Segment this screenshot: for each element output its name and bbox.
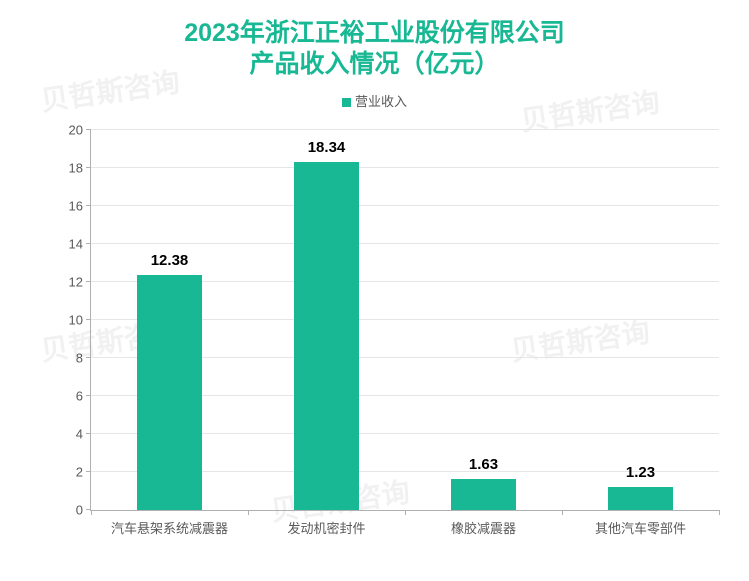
ytick-label: 12: [69, 275, 91, 290]
xtick-mark: [91, 510, 92, 515]
ytick-label: 4: [76, 427, 91, 442]
xtick-mark: [405, 510, 406, 515]
xtick-label: 橡胶减震器: [451, 518, 516, 537]
ytick-label: 10: [69, 313, 91, 328]
chart-title-line1: 2023年浙江正裕工业股份有限公司: [0, 18, 749, 49]
bar: 1.63: [451, 479, 517, 510]
ytick-label: 2: [76, 465, 91, 480]
ytick-label: 18: [69, 161, 91, 176]
chart-area: 0246810121416182012.38汽车悬架系统减震器18.34发动机密…: [60, 130, 719, 531]
xtick-label: 发动机密封件: [287, 518, 365, 537]
chart-title-line2: 产品收入情况（亿元）: [0, 49, 749, 80]
ytick-label: 0: [76, 503, 91, 518]
legend-label: 营业收入: [355, 94, 407, 109]
bar-value-label: 18.34: [308, 139, 346, 156]
xtick-mark: [562, 510, 563, 515]
ytick-label: 8: [76, 351, 91, 366]
gridline: [91, 243, 719, 244]
bar-value-label: 1.63: [469, 456, 498, 473]
legend-swatch: [342, 98, 351, 107]
gridline: [91, 205, 719, 206]
ytick-label: 14: [69, 237, 91, 252]
ytick-label: 20: [69, 123, 91, 138]
bar-value-label: 1.23: [626, 464, 655, 481]
gridline: [91, 129, 719, 130]
chart-title: 2023年浙江正裕工业股份有限公司 产品收入情况（亿元）: [0, 0, 749, 81]
xtick-mark: [719, 510, 720, 515]
xtick-label: 汽车悬架系统减震器: [111, 518, 228, 537]
xtick-mark: [248, 510, 249, 515]
bar-value-label: 12.38: [151, 252, 189, 269]
bar: 12.38: [137, 275, 203, 510]
chart-legend: 营业收入: [0, 91, 749, 110]
ytick-label: 16: [69, 199, 91, 214]
ytick-label: 6: [76, 389, 91, 404]
xtick-label: 其他汽车零部件: [595, 518, 686, 537]
gridline: [91, 167, 719, 168]
chart-plot: 0246810121416182012.38汽车悬架系统减震器18.34发动机密…: [90, 130, 719, 511]
bar: 1.23: [608, 487, 674, 510]
bar: 18.34: [294, 162, 360, 510]
